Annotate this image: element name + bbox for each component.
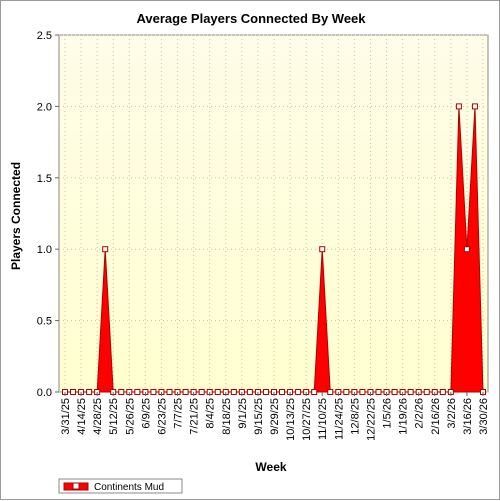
x-tick-label: 3/2/26	[446, 398, 458, 429]
legend-marker	[72, 482, 80, 490]
x-tick-label: 9/29/25	[269, 398, 281, 435]
data-point-marker	[311, 389, 318, 395]
x-tick-label: 7/21/25	[189, 398, 201, 435]
x-tick-label: 11/24/25	[333, 398, 345, 440]
legend: Continents Mud	[58, 478, 183, 494]
legend-label: Continents Mud	[94, 482, 164, 493]
x-tick-label: 4/28/25	[92, 398, 104, 435]
x-tick-label: 7/7/25	[173, 398, 185, 429]
x-tick-label: 10/13/25	[285, 398, 297, 441]
data-point-marker	[150, 389, 157, 395]
x-tick-label: 1/5/26	[382, 398, 394, 429]
data-point-marker	[455, 103, 462, 110]
x-tick-label: 11/10/25	[317, 398, 329, 440]
data-point-marker	[327, 389, 334, 395]
x-axis-label: Week	[255, 460, 286, 474]
y-tick-label: 1.5	[37, 173, 52, 185]
x-axis-ticks: 3/31/25 4/14/25 4/28/25 5/12/25 5/26/25 6/9/2…	[60, 392, 490, 441]
x-tick-label: 12/8/25	[349, 398, 361, 435]
x-tick-label: 2/2/26	[414, 398, 426, 429]
x-tick-label: 6/9/25	[140, 398, 152, 429]
data-point-marker	[319, 246, 326, 253]
x-tick-label: 9/15/25	[253, 398, 265, 435]
data-point-marker	[391, 389, 398, 395]
data-point-marker	[375, 389, 382, 395]
y-axis-ticks: 0.0 0.5 1.0 1.5 2.0 2.5	[37, 30, 59, 399]
data-point-marker	[279, 389, 286, 395]
data-point-marker	[471, 103, 478, 110]
x-tick-label: 12/22/25	[365, 398, 377, 441]
x-tick-label: 3/16/26	[462, 398, 474, 435]
x-tick-label: 8/18/25	[221, 398, 233, 435]
legend-box	[58, 478, 183, 494]
data-point-marker	[463, 246, 470, 253]
x-tick-label: 9/1/25	[237, 398, 249, 429]
data-point-marker	[295, 389, 302, 395]
data-point-marker	[198, 389, 205, 395]
y-tick-label: 2.5	[37, 30, 52, 42]
x-tick-label: 4/14/25	[76, 398, 88, 435]
x-tick-label: 5/26/25	[124, 398, 136, 435]
data-point-marker	[102, 246, 109, 253]
x-tick-label: 10/27/25	[301, 398, 313, 441]
data-point-marker	[86, 389, 93, 395]
x-tick-label: 6/23/25	[156, 398, 168, 435]
data-point-marker	[166, 389, 173, 395]
y-tick-label: 2.0	[37, 101, 52, 113]
data-point-marker	[439, 389, 446, 395]
data-point-marker	[214, 389, 221, 395]
x-tick-label: 8/4/25	[205, 398, 217, 429]
x-tick-label: 3/31/25	[60, 398, 72, 435]
data-point-marker	[182, 389, 189, 395]
data-point-marker	[70, 389, 77, 395]
y-tick-label: 1.0	[37, 244, 52, 256]
data-point-marker	[359, 389, 366, 395]
x-tick-label: 3/30/26	[478, 398, 490, 435]
data-point-marker	[230, 389, 237, 395]
data-point-marker	[407, 389, 414, 395]
x-tick-label: 1/19/26	[398, 398, 410, 435]
data-point-marker	[423, 389, 430, 395]
y-tick-label: 0.0	[37, 387, 52, 399]
x-tick-label: 2/16/26	[430, 398, 442, 435]
data-point-marker	[246, 389, 253, 395]
y-axis-label: Players Connected	[9, 162, 23, 270]
data-point-marker	[262, 389, 269, 395]
chart-title: Average Players Connected By Week	[136, 11, 366, 26]
x-tick-label: 5/12/25	[108, 398, 120, 435]
data-point-marker	[343, 389, 350, 395]
y-tick-label: 0.5	[37, 316, 52, 328]
data-point-marker	[118, 389, 125, 395]
data-point-marker	[134, 389, 141, 395]
plot-area	[58, 34, 489, 393]
